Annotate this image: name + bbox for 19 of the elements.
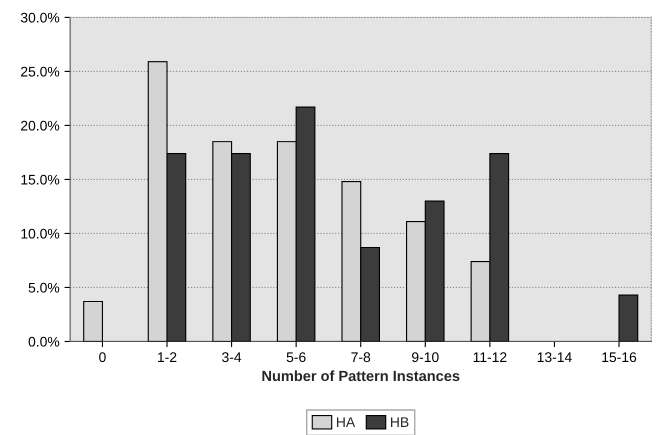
y-tick-label: 0.0% (28, 336, 60, 347)
legend-label: HB (391, 417, 408, 427)
y-tick-label: 15.0% (21, 174, 60, 185)
x-tick-label: 5-6 (286, 352, 306, 362)
y-tick-label: 20.0% (21, 120, 60, 131)
y-tick-label: 10.0% (21, 228, 60, 239)
x-tick-label: 0 (99, 352, 106, 362)
x-tick-label: 7-8 (351, 352, 370, 362)
y-tick-label: 5.0% (28, 282, 60, 293)
x-tick-label: 1-2 (158, 352, 176, 362)
y-tick-label: 30.0% (20, 12, 60, 23)
x-tick-label: 3-4 (222, 352, 242, 362)
x-tick-label: 9-10 (412, 352, 439, 362)
x-axis-title: Number of Pattern Instances (262, 370, 460, 382)
x-tick-label: 11-12 (474, 352, 506, 362)
x-tick-label: 15-16 (602, 352, 636, 362)
x-tick-label: 13-14 (538, 352, 572, 362)
legend-label: HA (337, 417, 356, 427)
y-tick-label: 25.0% (21, 66, 60, 77)
